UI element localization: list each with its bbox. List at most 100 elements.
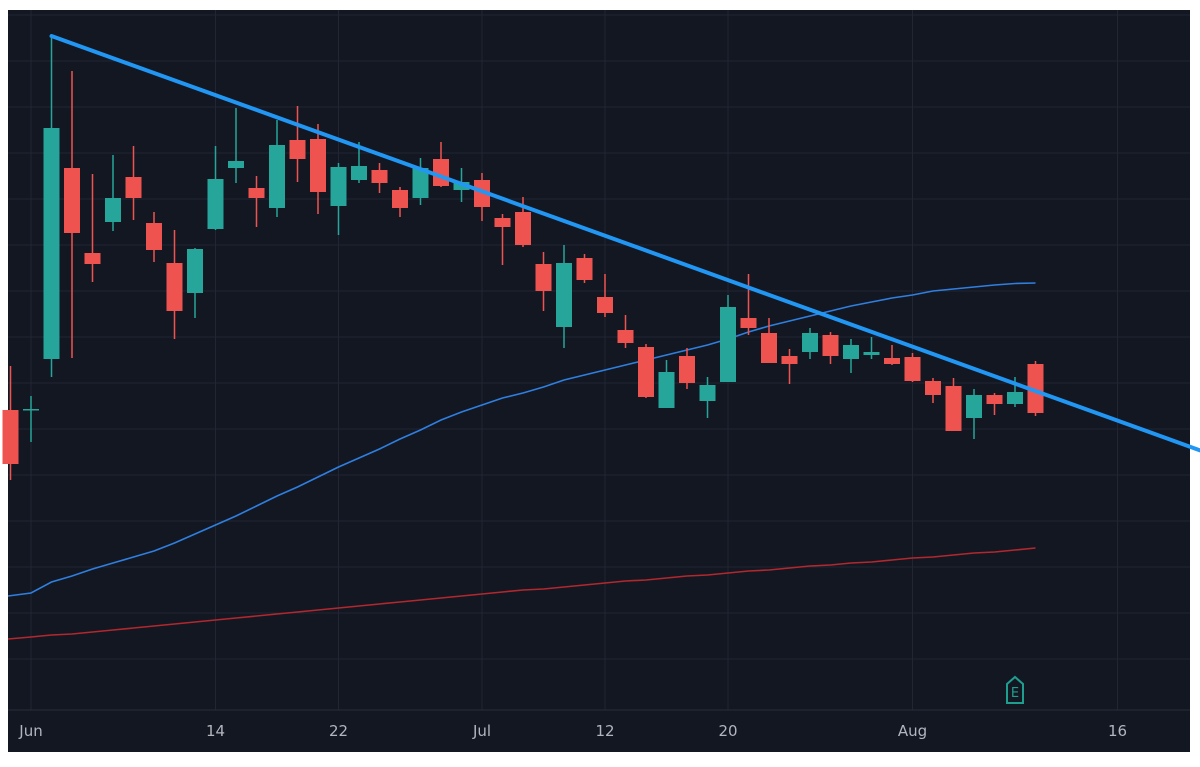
candle <box>740 274 757 335</box>
x-tick-label: 20 <box>718 722 737 740</box>
candle-body <box>289 140 306 159</box>
candle <box>2 366 19 480</box>
candle <box>535 252 552 311</box>
candle-body <box>474 180 490 207</box>
candle <box>330 163 347 235</box>
candle <box>412 158 429 205</box>
candle-body <box>925 381 941 395</box>
candle <box>228 108 244 183</box>
candle-body <box>351 166 367 180</box>
x-tick-label: Jun <box>18 722 42 740</box>
candle <box>474 173 490 221</box>
candle-body <box>576 258 593 280</box>
candle-body <box>720 307 736 382</box>
candle-body <box>248 188 265 198</box>
candle-body <box>986 395 1003 404</box>
candle-body <box>1027 364 1044 413</box>
candle <box>843 339 859 373</box>
candle <box>84 174 101 282</box>
candle <box>966 389 982 439</box>
candle <box>166 230 183 339</box>
candle-body <box>556 263 572 327</box>
candle <box>556 245 572 348</box>
candle <box>802 328 818 359</box>
trendline-layer[interactable] <box>49 34 1200 453</box>
candle-body <box>740 318 757 328</box>
candle <box>884 345 900 365</box>
chart-background <box>8 10 1190 752</box>
candle-body <box>617 330 634 343</box>
earnings-marker[interactable]: E <box>1006 675 1024 704</box>
time-axis[interactable]: Jun 14 22 Jul 12 20 Aug 16 <box>18 722 1127 740</box>
candle <box>761 318 777 363</box>
candle-body <box>146 223 162 250</box>
candle-body <box>863 352 880 355</box>
candle-body <box>64 168 80 233</box>
candle <box>638 344 654 398</box>
earnings-badge-icon[interactable] <box>1006 675 1024 704</box>
candle-body <box>658 372 675 408</box>
candle-body <box>2 410 19 464</box>
candle <box>23 396 39 442</box>
candle <box>1027 361 1044 416</box>
candle <box>781 349 798 384</box>
candle-body <box>125 177 142 198</box>
candle <box>269 120 285 217</box>
candle-body <box>494 218 511 227</box>
candle <box>187 248 203 318</box>
candle <box>64 71 80 358</box>
candle <box>576 254 593 283</box>
candle-body <box>23 409 39 411</box>
candle-body <box>392 190 408 208</box>
candle-body <box>310 139 326 192</box>
candle <box>925 378 941 403</box>
candle <box>863 337 880 359</box>
candle-body <box>412 168 429 198</box>
candle <box>125 146 142 220</box>
candle-body <box>269 145 285 208</box>
candle-body <box>105 198 121 222</box>
x-tick-label: 14 <box>206 722 225 740</box>
candle-body <box>330 167 347 206</box>
candle <box>597 274 613 317</box>
candle-body <box>966 395 982 418</box>
candle-body <box>638 347 654 397</box>
candle <box>146 212 162 262</box>
candle-body <box>84 253 101 264</box>
candle-body <box>781 356 798 364</box>
candle <box>207 146 224 230</box>
candle <box>617 315 634 348</box>
candle <box>248 176 265 227</box>
x-tick-label: Aug <box>898 722 927 740</box>
candle-body <box>822 335 839 356</box>
moving-average-line-2 <box>7 547 1036 640</box>
candle-body <box>679 356 695 383</box>
candle <box>986 393 1003 415</box>
candle <box>945 378 962 431</box>
candle <box>658 360 675 408</box>
candle-body <box>515 212 531 245</box>
candle-body <box>187 249 203 293</box>
candle <box>43 35 60 377</box>
candle <box>494 214 511 265</box>
trendline[interactable] <box>49 34 1200 453</box>
candle-body <box>802 333 818 352</box>
candle-body <box>597 297 613 313</box>
candle <box>699 377 716 418</box>
candle-body <box>843 345 859 359</box>
candle <box>392 187 408 217</box>
candle-body <box>371 170 388 183</box>
candle-body <box>904 357 921 381</box>
candle <box>371 163 388 193</box>
candle <box>289 106 306 182</box>
candle-body <box>884 358 900 364</box>
candle-body <box>43 128 60 359</box>
earnings-badge-label: E <box>1011 686 1019 701</box>
candle <box>105 155 121 231</box>
candle-body <box>945 386 962 431</box>
moving-averages <box>7 282 1036 640</box>
candle <box>310 124 326 214</box>
candle-body <box>535 264 552 291</box>
candle-body <box>228 161 244 168</box>
